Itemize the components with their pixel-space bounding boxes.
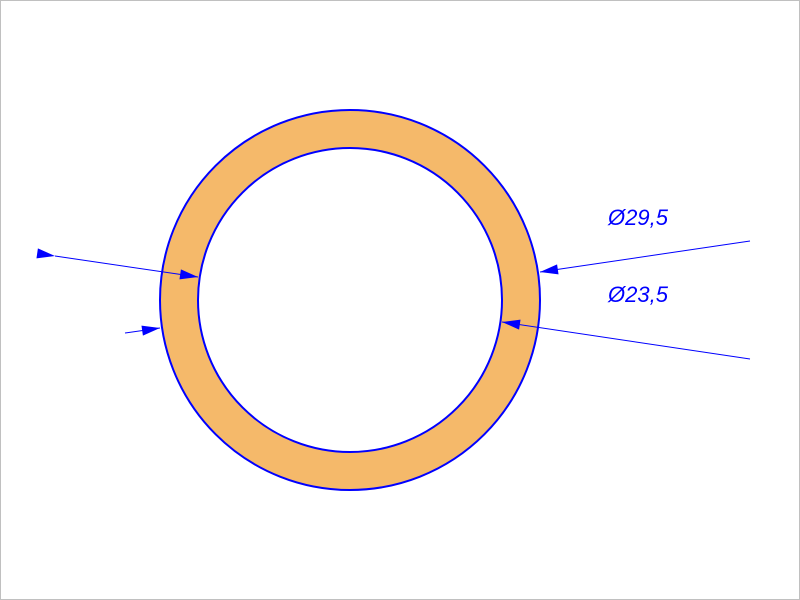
inner-diameter-label: Ø23,5 [607,282,669,307]
arrow-icon [36,248,55,258]
canvas-border [1,1,800,600]
diagram-canvas: Ø29,5 Ø23,5 [0,0,800,600]
ring-profile [160,110,540,490]
arrow-icon [540,264,559,274]
arrow-icon [141,326,160,336]
outer-diameter-label: Ø29,5 [607,205,669,230]
